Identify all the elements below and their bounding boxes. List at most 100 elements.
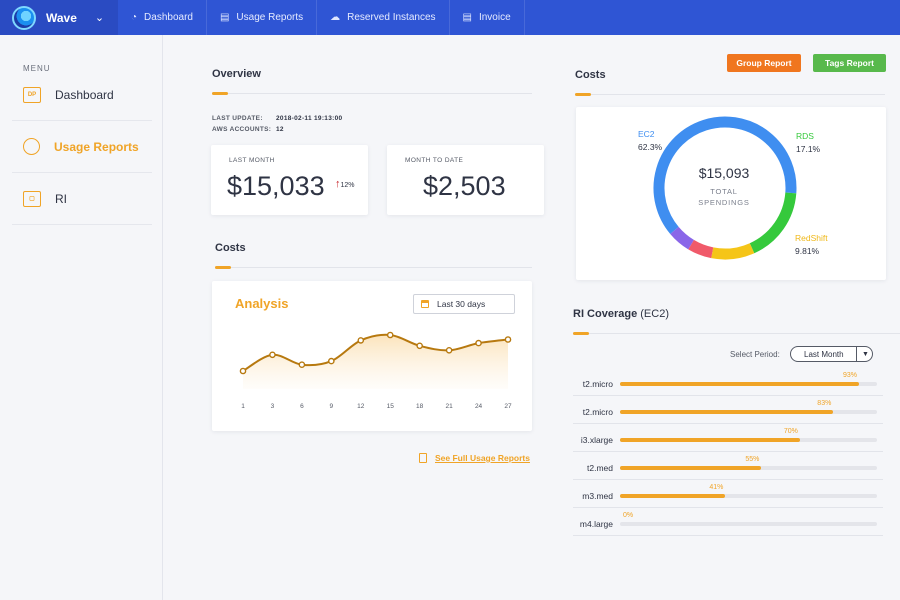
coverage-fill bbox=[620, 382, 859, 386]
legend-name: RDS bbox=[796, 131, 814, 141]
tab-reserved-instances[interactable]: ☁ Reserved Instances bbox=[317, 0, 450, 35]
coverage-percent: 93% bbox=[843, 372, 858, 379]
divider bbox=[215, 267, 532, 268]
legend-name: RedShift bbox=[795, 233, 828, 243]
total-label-line-2: SPENDINGS bbox=[698, 198, 750, 207]
legend-percent: 17.1% bbox=[796, 144, 821, 154]
section-accent bbox=[215, 266, 231, 269]
analysis-card: Analysis Last 30 days 1 3 6 9 12 15 18 21 24 27 bbox=[212, 281, 532, 431]
data-point bbox=[269, 351, 276, 359]
sidebar: MENU DP Dashboard Usage Reports ▢ RI bbox=[0, 35, 163, 600]
x-tick-label: 6 bbox=[300, 403, 304, 410]
period-select-value: Last Month bbox=[791, 347, 857, 361]
arrow-up-icon: ↑ bbox=[335, 178, 341, 190]
instance-type: i3.xlarge bbox=[580, 435, 613, 445]
sidebar-item-dashboard[interactable]: DP Dashboard bbox=[12, 69, 152, 121]
app-name: Wave bbox=[46, 10, 77, 25]
coverage-percent: 55% bbox=[745, 456, 760, 463]
cloud-icon: ☁ bbox=[330, 12, 341, 23]
group-report-button[interactable]: Group Report bbox=[727, 54, 801, 72]
top-navigation-bar: Wave ⌄ ◔ Dashboard ▤ Usage Reports ☁ Res… bbox=[0, 0, 900, 35]
area-fill bbox=[243, 334, 508, 389]
instance-type: m3.med bbox=[582, 491, 613, 501]
x-tick-label: 3 bbox=[271, 403, 275, 410]
costs-donut-card: $15,093 TOTAL SPENDINGS EC2 62.3% RDS 17… bbox=[576, 107, 886, 280]
analysis-chart: 1 3 6 9 12 15 18 21 24 27 bbox=[239, 331, 512, 410]
instance-type: t2.med bbox=[587, 463, 613, 473]
menu-label: MENU bbox=[23, 64, 51, 73]
tab-usage-reports[interactable]: ▤ Usage Reports bbox=[207, 0, 318, 35]
box-icon: ▢ bbox=[23, 190, 41, 207]
coverage-track bbox=[620, 466, 877, 470]
sidebar-item-usage-reports[interactable]: Usage Reports bbox=[12, 121, 152, 173]
donut-segment-other-2 bbox=[670, 226, 695, 250]
x-tick-label: 1 bbox=[241, 403, 245, 410]
coverage-track bbox=[620, 522, 877, 526]
tab-dashboard[interactable]: ◔ Dashboard bbox=[118, 0, 207, 35]
document-icon bbox=[419, 453, 427, 463]
link-label: See Full Usage Reports bbox=[435, 453, 530, 463]
tab-label: Reserved Instances bbox=[347, 12, 436, 23]
legend-name: EC2 bbox=[638, 129, 655, 139]
ri-row: m3.med 41% bbox=[573, 480, 883, 508]
section-accent bbox=[575, 93, 591, 96]
tab-invoice[interactable]: ▤ Invoice bbox=[450, 0, 525, 35]
x-tick-label: 9 bbox=[330, 403, 334, 410]
legend-rds: RDS 17.1% bbox=[796, 130, 820, 156]
data-point bbox=[445, 347, 453, 354]
section-accent bbox=[212, 92, 228, 95]
aws-accounts-value: 12 bbox=[276, 126, 284, 133]
ri-row: i3.xlarge 70% bbox=[573, 424, 883, 452]
data-point bbox=[504, 336, 512, 343]
sidebar-item-label: Usage Reports bbox=[54, 139, 139, 154]
last-month-card: LAST MONTH $15,033 ↑12% bbox=[211, 145, 368, 215]
pie-chart-icon bbox=[23, 138, 40, 155]
sidebar-item-label: Dashboard bbox=[55, 87, 114, 102]
ri-row: m4.large 0% bbox=[573, 508, 883, 536]
costs-donut-title: Costs bbox=[575, 69, 606, 81]
tab-label: Dashboard bbox=[144, 12, 193, 23]
total-spendings-label: TOTAL SPENDINGS bbox=[664, 186, 784, 208]
ri-row: t2.micro 83% bbox=[573, 396, 883, 424]
sidebar-item-label: RI bbox=[55, 191, 67, 206]
tags-report-button[interactable]: Tags Report bbox=[813, 54, 886, 72]
last-month-label: LAST MONTH bbox=[229, 157, 275, 164]
series-line bbox=[242, 333, 509, 372]
coverage-percent: 70% bbox=[783, 428, 798, 435]
ri-coverage-title-text: RI Coverage bbox=[573, 308, 638, 320]
select-period-label: Select Period: bbox=[730, 350, 780, 359]
donut-segment-other-1 bbox=[688, 239, 714, 259]
x-tick-label: 27 bbox=[504, 403, 512, 410]
see-full-usage-reports-link[interactable]: See Full Usage Reports bbox=[419, 453, 530, 463]
donut-center: $15,093 TOTAL SPENDINGS bbox=[664, 165, 784, 208]
sidebar-item-ri[interactable]: ▢ RI bbox=[12, 173, 152, 225]
coverage-track bbox=[620, 438, 877, 442]
date-range-select[interactable]: Last 30 days bbox=[413, 294, 515, 314]
x-tick-label: 15 bbox=[387, 403, 395, 410]
analysis-title: Analysis bbox=[235, 296, 289, 311]
legend-percent: 9.81% bbox=[795, 246, 820, 256]
data-point bbox=[416, 342, 423, 350]
coverage-fill bbox=[620, 494, 726, 498]
coverage-track bbox=[620, 494, 877, 498]
data-point bbox=[386, 331, 394, 339]
legend-ec2: EC2 62.3% bbox=[638, 128, 662, 154]
donut-segment-redshift bbox=[711, 243, 755, 260]
app-logo bbox=[12, 5, 36, 30]
ri-coverage-title-suffix: (EC2) bbox=[640, 308, 669, 320]
donut-segment-rds bbox=[749, 192, 797, 254]
period-select[interactable]: Last Month ▼ bbox=[790, 346, 873, 362]
app-switcher[interactable]: Wave ⌄ bbox=[0, 0, 118, 35]
last-month-value: $15,033 bbox=[227, 171, 325, 201]
data-point bbox=[357, 337, 365, 344]
data-point bbox=[239, 367, 247, 375]
data-point bbox=[475, 339, 482, 347]
divider bbox=[575, 94, 885, 95]
x-tick-label: 18 bbox=[416, 403, 424, 410]
trend-indicator: ↑12% bbox=[335, 178, 355, 190]
chevron-down-icon[interactable]: ⌄ bbox=[94, 12, 105, 24]
last-update-value: 2018-02-11 19:13:00 bbox=[276, 115, 343, 122]
coverage-fill bbox=[620, 438, 800, 442]
ri-coverage-title: RI Coverage (EC2) bbox=[573, 308, 669, 320]
ri-row: t2.micro 93% bbox=[573, 368, 883, 396]
